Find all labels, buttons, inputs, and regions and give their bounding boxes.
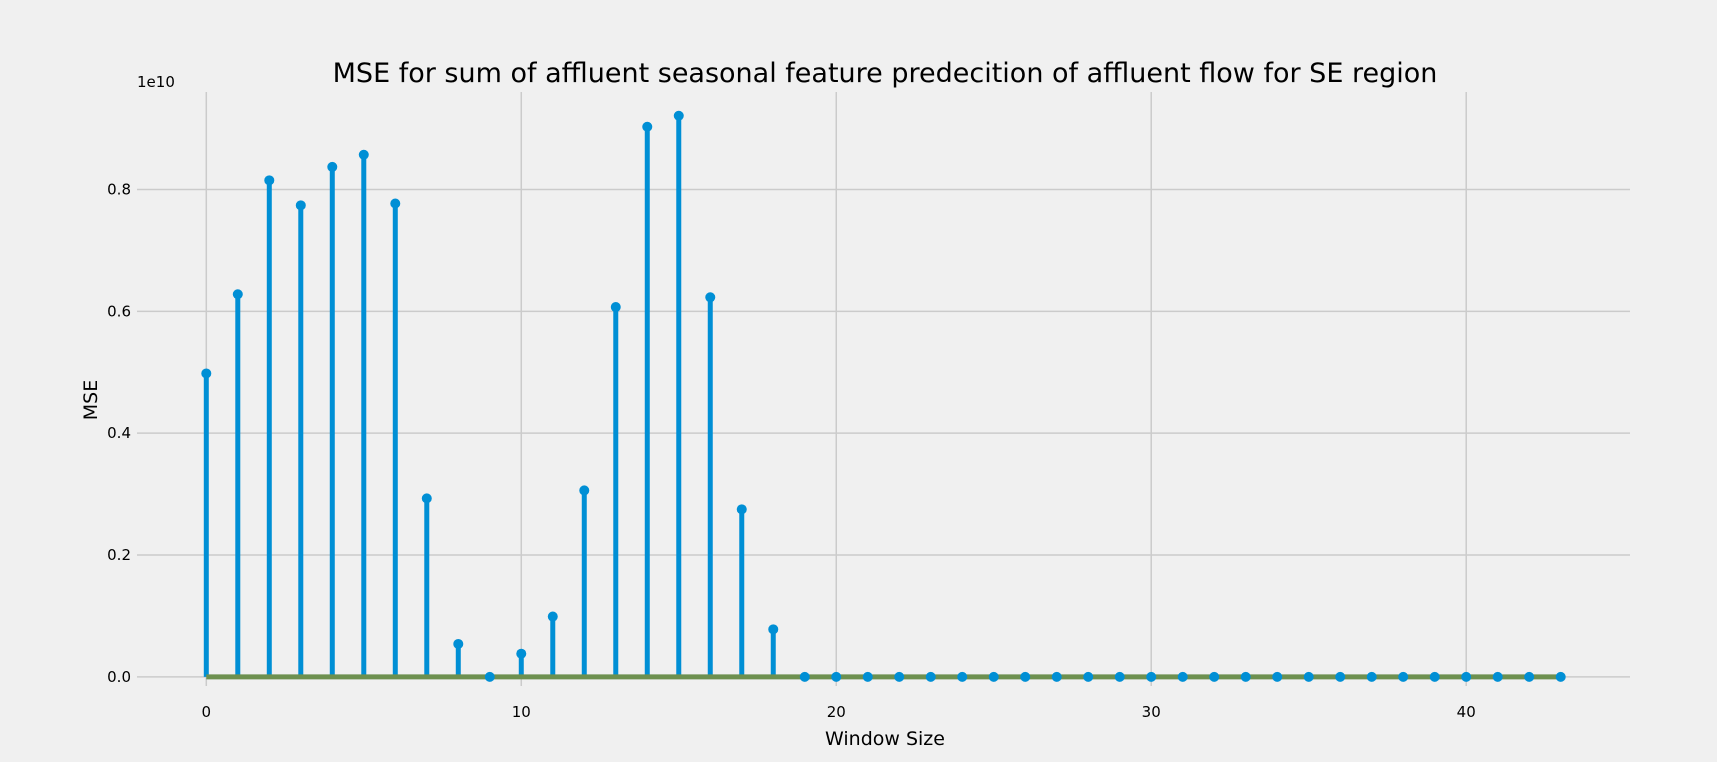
y-offset-label: 1e10 xyxy=(137,73,175,91)
stem-marker xyxy=(1272,671,1283,682)
stem-marker xyxy=(1114,671,1125,682)
stem-marker xyxy=(1177,671,1188,682)
x-axis-label: Window Size xyxy=(825,728,945,750)
stem-marker xyxy=(799,671,810,682)
stem-marker xyxy=(484,671,495,682)
stem-marker xyxy=(1335,671,1346,682)
stem-marker xyxy=(453,638,464,649)
stem-marker xyxy=(516,648,527,659)
y-tick-label: 0.6 xyxy=(107,302,131,320)
stem-marker xyxy=(1461,671,1472,682)
stem-marker xyxy=(295,200,306,211)
y-axis-label: MSE xyxy=(80,380,102,420)
stem-marker xyxy=(1524,671,1535,682)
chart-title: MSE for sum of affluent seasonal feature… xyxy=(333,58,1438,89)
stem-marker xyxy=(736,504,747,515)
stem-marker xyxy=(232,289,243,300)
stem-marker xyxy=(1051,671,1062,682)
stem-marker xyxy=(831,671,842,682)
stem-marker xyxy=(1083,671,1094,682)
stem-marker xyxy=(1303,671,1314,682)
axis-layer: 0 10 20 30 40 0.0 0.2 0.4 0.6 0.8 xyxy=(107,180,1476,721)
y-tick-label: 0.8 xyxy=(107,180,131,198)
stem-marker xyxy=(421,493,432,504)
data-layer xyxy=(201,110,1566,682)
stem-marker xyxy=(642,121,653,132)
stem-marker xyxy=(1398,671,1409,682)
stem-marker xyxy=(1555,671,1566,682)
y-tick-label: 0.2 xyxy=(107,546,131,564)
stem-marker xyxy=(201,368,212,379)
stem-marker xyxy=(988,671,999,682)
y-tick-label: 0.4 xyxy=(107,424,131,442)
x-tick-label: 20 xyxy=(827,703,846,721)
stem-marker xyxy=(358,149,369,160)
stem-marker xyxy=(1020,671,1031,682)
y-tick-label: 0.0 xyxy=(107,668,131,686)
stem-marker xyxy=(862,671,873,682)
stem-marker xyxy=(579,485,590,496)
stem-marker xyxy=(610,302,621,313)
stem-marker xyxy=(894,671,905,682)
x-tick-label: 30 xyxy=(1142,703,1161,721)
stem-marker xyxy=(1146,671,1157,682)
stem-marker xyxy=(925,671,936,682)
x-tick-label: 10 xyxy=(512,703,531,721)
stem-marker xyxy=(264,175,275,186)
stem-marker xyxy=(1366,671,1377,682)
stem-marker xyxy=(390,198,401,209)
grid-layer xyxy=(137,92,1630,686)
stem-marker xyxy=(673,110,684,121)
stem-marker xyxy=(327,161,338,172)
stem-marker xyxy=(1492,671,1503,682)
x-tick-label: 0 xyxy=(202,703,212,721)
stem-marker xyxy=(705,292,716,303)
stem-marker xyxy=(768,624,779,635)
stem-marker xyxy=(1240,671,1251,682)
stem-marker xyxy=(547,611,558,622)
x-tick-label: 40 xyxy=(1457,703,1476,721)
stem-marker xyxy=(1209,671,1220,682)
stem-marker xyxy=(957,671,968,682)
stem-marker xyxy=(1429,671,1440,682)
